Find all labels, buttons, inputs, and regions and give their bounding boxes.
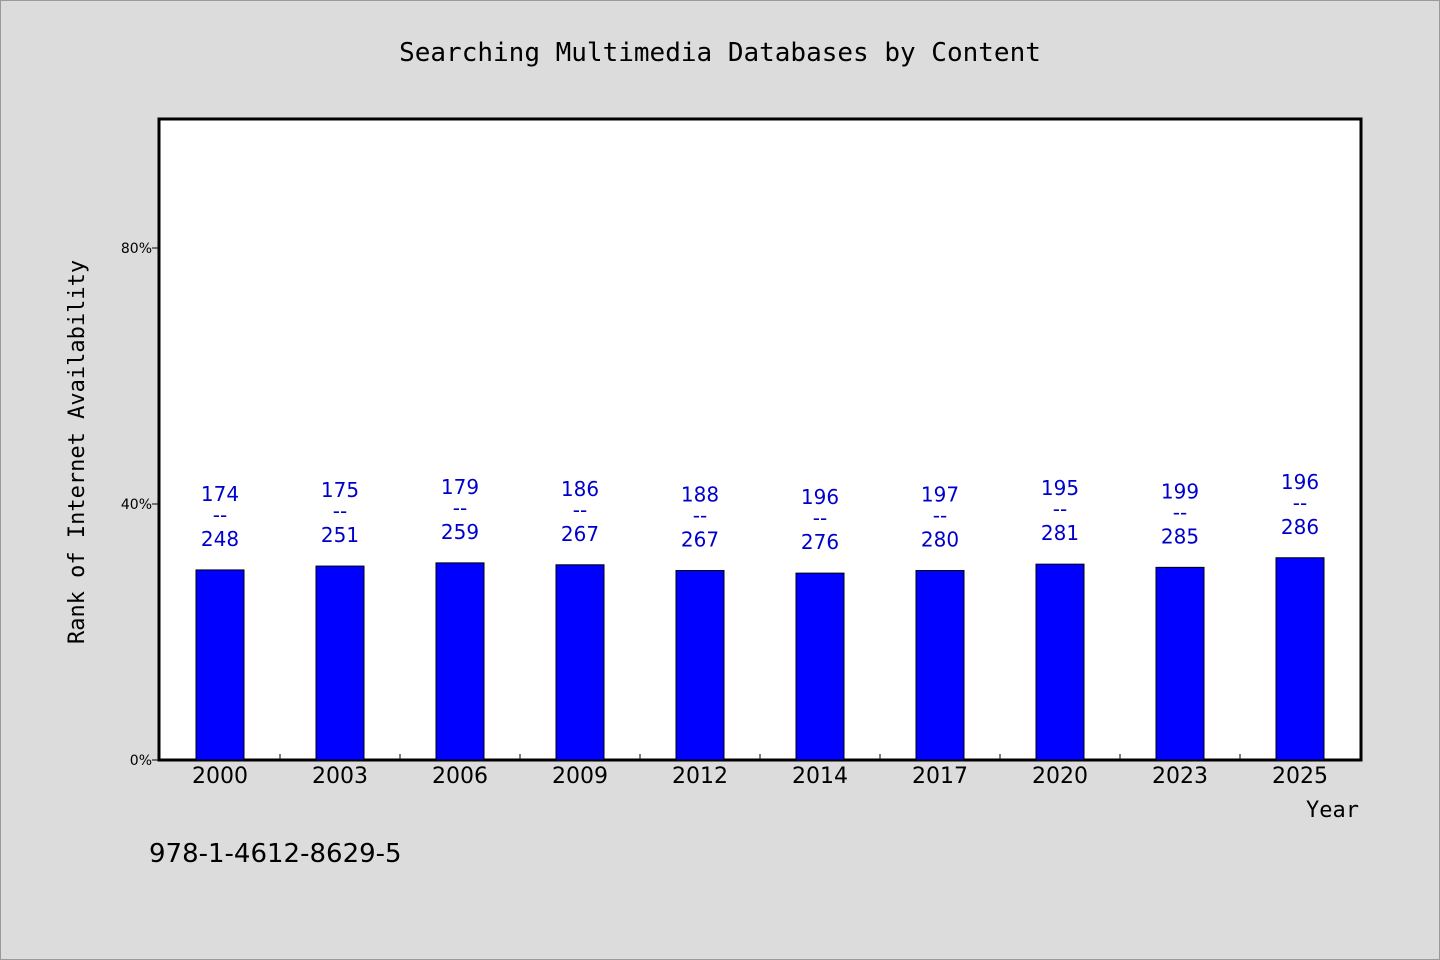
data-label-separator: -- [933, 504, 947, 528]
data-label-separator: -- [693, 504, 707, 528]
x-tick-label: 2003 [312, 764, 368, 789]
data-label-top: 179 [441, 475, 479, 499]
y-tick-label: 40% [121, 497, 152, 513]
y-tick-label: 80% [121, 241, 152, 257]
data-label-bottom: 276 [801, 530, 839, 554]
x-tick-label: 2009 [552, 764, 608, 789]
x-tick-label: 2000 [192, 764, 248, 789]
data-label-top: 186 [561, 477, 599, 501]
bar [315, 565, 365, 761]
x-axis-label: Year [1306, 798, 1359, 823]
data-label-separator: -- [1173, 500, 1187, 524]
data-labels: 174--248175--251179--259186--267188--267… [201, 470, 1319, 554]
bar [1275, 557, 1325, 761]
x-tick-label: 2017 [912, 764, 968, 789]
data-label-bottom: 267 [561, 522, 599, 546]
x-tick-label: 2012 [672, 764, 728, 789]
y-tick-label: 0% [130, 753, 152, 769]
data-label-separator: -- [573, 498, 587, 522]
isbn-label: 978-1-4612-8629-5 [149, 839, 402, 869]
data-label-bottom: 280 [921, 528, 959, 552]
y-axis-ticks: 0% 40% 80% [121, 241, 160, 769]
x-tick-label: 2023 [1152, 764, 1208, 789]
x-tick-label: 2006 [432, 764, 488, 789]
data-label-bottom: 259 [441, 520, 479, 544]
data-label-top: 175 [321, 478, 359, 502]
data-label-top: 196 [1281, 470, 1319, 494]
data-label-separator: -- [453, 496, 467, 520]
bar [195, 569, 245, 761]
data-label-top: 174 [201, 482, 239, 506]
bar [1155, 566, 1205, 761]
data-label-top: 197 [921, 483, 959, 507]
data-label-bottom: 251 [321, 523, 359, 547]
chart-title: Searching Multimedia Databases by Conten… [399, 38, 1041, 68]
bar [435, 562, 485, 761]
data-label-top: 199 [1161, 479, 1199, 503]
data-label-top: 196 [801, 485, 839, 509]
bars [195, 557, 1325, 761]
data-label-bottom: 286 [1281, 515, 1319, 539]
data-label-separator: -- [813, 506, 827, 530]
bar [795, 572, 845, 761]
data-label-separator: -- [333, 499, 347, 523]
x-axis-ticks: 2000 2003 2006 2009 2012 2014 2017 2020 2023 2025 [192, 754, 1328, 789]
data-label-top: 188 [681, 483, 719, 507]
x-tick-label: 2025 [1272, 764, 1328, 789]
data-label-separator: -- [213, 503, 227, 527]
data-label-separator: -- [1293, 491, 1307, 515]
data-label-bottom: 285 [1161, 524, 1199, 548]
data-label-separator: -- [1053, 497, 1067, 521]
x-tick-label: 2014 [792, 764, 848, 789]
data-label-bottom: 281 [1041, 521, 1079, 545]
data-label-bottom: 267 [681, 528, 719, 552]
x-tick-label: 2020 [1032, 764, 1088, 789]
bar [1035, 563, 1085, 761]
data-label-bottom: 248 [201, 527, 239, 551]
bar [555, 564, 605, 761]
y-axis-label: Rank of Internet Availability [65, 260, 90, 644]
bar [915, 570, 965, 761]
data-label-top: 195 [1041, 476, 1079, 500]
bar [675, 570, 725, 761]
